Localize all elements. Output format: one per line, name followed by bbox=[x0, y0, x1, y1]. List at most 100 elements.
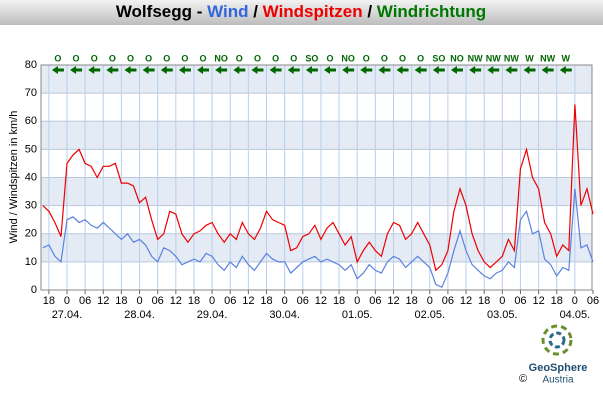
y-tick-label: 40 bbox=[25, 171, 37, 183]
direction-arrow bbox=[342, 66, 355, 74]
y-tick-label: 30 bbox=[25, 200, 37, 212]
logo bbox=[541, 324, 573, 356]
direction-arrow bbox=[160, 66, 173, 74]
x-tick-label: 06 bbox=[369, 295, 381, 307]
x-tick-label: 12 bbox=[460, 295, 472, 307]
direction-arrow bbox=[251, 66, 264, 74]
band bbox=[41, 177, 592, 206]
date-label: 27.04. bbox=[52, 309, 83, 321]
date-label: 28.04. bbox=[124, 309, 155, 321]
x-tick-label: 06 bbox=[224, 295, 236, 307]
direction-arrow bbox=[450, 66, 463, 74]
x-tick-label: 18 bbox=[333, 295, 345, 307]
direction-label: NW bbox=[504, 53, 519, 63]
x-tick-label: 0 bbox=[572, 295, 578, 307]
x-tick-label: 0 bbox=[136, 295, 142, 307]
x-tick-label: 12 bbox=[97, 295, 109, 307]
y-tick-label: 60 bbox=[25, 115, 37, 127]
date-label: 04.05. bbox=[560, 309, 591, 321]
date-label: 29.04. bbox=[197, 309, 228, 321]
direction-label: O bbox=[417, 53, 424, 63]
x-tick-label: 06 bbox=[442, 295, 454, 307]
plot-border bbox=[40, 64, 593, 291]
direction-arrow bbox=[505, 66, 518, 74]
x-tick-label: 06 bbox=[587, 295, 599, 307]
direction-label: O bbox=[290, 53, 297, 63]
direction-label: O bbox=[91, 53, 98, 63]
x-tick-label: 18 bbox=[551, 295, 563, 307]
date-label: 01.05. bbox=[342, 309, 373, 321]
direction-arrow bbox=[142, 66, 155, 74]
direction-arrow bbox=[269, 66, 282, 74]
direction-arrow bbox=[70, 66, 83, 74]
direction-label: W bbox=[562, 53, 571, 63]
x-tick-label: 12 bbox=[170, 295, 182, 307]
y-tick-label: 0 bbox=[31, 284, 37, 296]
direction-arrow bbox=[559, 66, 572, 74]
direction-label: NO bbox=[450, 53, 464, 63]
x-tick-label: 0 bbox=[427, 295, 433, 307]
x-tick-label: 12 bbox=[315, 295, 327, 307]
direction-label: NW bbox=[468, 53, 483, 63]
direction-label: O bbox=[200, 53, 207, 63]
direction-arrow bbox=[523, 66, 536, 74]
direction-arrow bbox=[88, 66, 101, 74]
direction-arrow bbox=[51, 66, 64, 74]
logo-sub: Austria bbox=[542, 375, 574, 386]
x-tick-label: 06 bbox=[79, 295, 91, 307]
x-tick-label: 18 bbox=[405, 295, 417, 307]
x-tick-label: 0 bbox=[64, 295, 70, 307]
direction-label: O bbox=[73, 53, 80, 63]
y-tick-label: 50 bbox=[25, 143, 37, 155]
date-label: 03.05. bbox=[487, 309, 518, 321]
logo-name: GeoSphere bbox=[529, 362, 588, 374]
direction-arrow bbox=[287, 66, 300, 74]
direction-label: NO bbox=[214, 53, 228, 63]
direction-label: O bbox=[381, 53, 388, 63]
direction-arrow bbox=[178, 66, 191, 74]
direction-label: O bbox=[363, 53, 370, 63]
band bbox=[41, 121, 592, 150]
direction-label: O bbox=[181, 53, 188, 63]
direction-arrow bbox=[215, 66, 228, 74]
x-tick-label: 18 bbox=[478, 295, 490, 307]
direction-arrow bbox=[541, 66, 554, 74]
series-line bbox=[42, 188, 594, 289]
direction-arrow bbox=[414, 66, 427, 74]
copyright: © bbox=[519, 373, 527, 385]
direction-arrow bbox=[233, 66, 246, 74]
direction-arrow bbox=[197, 66, 210, 74]
direction-label: O bbox=[399, 53, 406, 63]
direction-arrow bbox=[396, 66, 409, 74]
direction-arrow bbox=[378, 66, 391, 74]
direction-arrow bbox=[487, 66, 500, 74]
direction-label: SO bbox=[305, 53, 318, 63]
direction-label: SO bbox=[432, 53, 445, 63]
direction-label: O bbox=[272, 53, 279, 63]
direction-label: NW bbox=[540, 53, 555, 63]
direction-label: O bbox=[109, 53, 116, 63]
x-tick-label: 18 bbox=[260, 295, 272, 307]
direction-label: NO bbox=[341, 53, 355, 63]
x-tick-label: 12 bbox=[532, 295, 544, 307]
x-tick-label: 0 bbox=[499, 295, 505, 307]
x-tick-label: 18 bbox=[115, 295, 127, 307]
y-tick-label: 20 bbox=[25, 228, 37, 240]
date-label: 30.04. bbox=[269, 309, 300, 321]
x-tick-label: 18 bbox=[188, 295, 200, 307]
title-part: / bbox=[249, 2, 263, 21]
direction-arrow bbox=[469, 66, 482, 74]
title-part: / bbox=[363, 2, 377, 21]
y-tick-label: 70 bbox=[25, 87, 37, 99]
direction-arrow bbox=[305, 66, 318, 74]
y-tick-label: 10 bbox=[25, 256, 37, 268]
logo-ring bbox=[541, 324, 573, 356]
series-line bbox=[42, 104, 594, 272]
title-bar bbox=[0, 0, 603, 25]
x-tick-label: 0 bbox=[209, 295, 215, 307]
direction-label: O bbox=[163, 53, 170, 63]
x-tick-label: 0 bbox=[282, 295, 288, 307]
x-tick-label: 06 bbox=[297, 295, 309, 307]
title-part: Wind bbox=[207, 2, 248, 21]
